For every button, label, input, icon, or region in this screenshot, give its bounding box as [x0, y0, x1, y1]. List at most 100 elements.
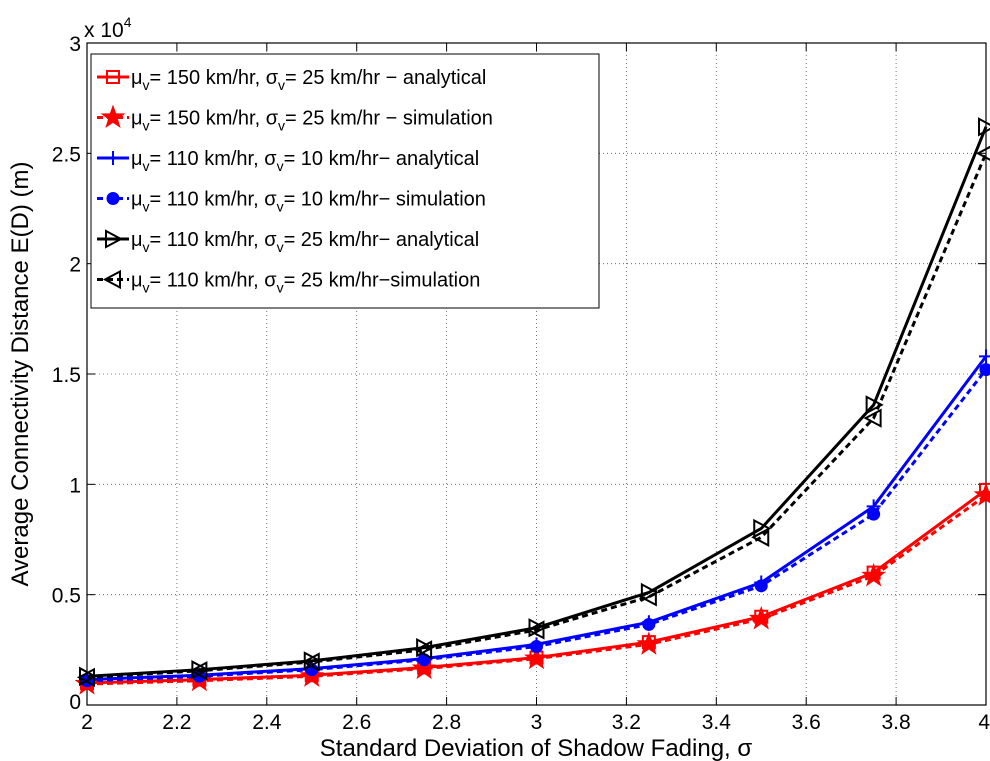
- x-tick-label: 2: [81, 711, 93, 734]
- series-6: [76, 145, 990, 688]
- legend-label: μv= 110 km/hr, σv= 10 km/hr− analytical: [131, 148, 479, 174]
- series-line: [86, 152, 988, 679]
- x-tick-label: 2.6: [342, 711, 371, 734]
- data-point: [638, 587, 657, 607]
- legend-label-part: μ: [131, 189, 143, 211]
- legend-entry: μv= 150 km/hr, σv= 25 km/hr − analytical: [97, 67, 486, 93]
- legend-label-part: v: [143, 118, 150, 134]
- data-point: [526, 620, 545, 640]
- legend-label: μv= 110 km/hr, σv= 10 km/hr− simulation: [131, 189, 486, 215]
- x-tick-label: 3: [531, 711, 543, 734]
- legend-label-part: = 25 km/hr−simulation: [284, 270, 481, 292]
- data-point: [978, 117, 990, 137]
- y-tick-label: 0: [69, 691, 81, 714]
- x-axis-title: Standard Deviation of Shadow Fading, σ: [320, 735, 753, 761]
- data-point: [979, 349, 990, 364]
- data-point: [754, 579, 768, 593]
- y-tick-label: 2: [69, 254, 81, 277]
- x-tick-label: 3.6: [792, 711, 821, 734]
- data-point: [748, 605, 774, 630]
- data-point: [76, 667, 95, 688]
- legend-label-part: v: [143, 239, 150, 255]
- legend-label-part: v: [143, 280, 150, 296]
- y-tick-label: 2.5: [52, 143, 81, 166]
- legend-label-part: μ: [131, 270, 143, 292]
- data-point: [411, 655, 437, 680]
- legend-label: μv= 110 km/hr, σv= 25 km/hr− analytical: [131, 229, 479, 255]
- data-point: [973, 482, 990, 506]
- series-group: [74, 117, 990, 695]
- data-point: [416, 637, 435, 658]
- legend-label: μv= 110 km/hr, σv= 25 km/hr−simulation: [131, 270, 480, 296]
- legend-marker: [106, 151, 120, 165]
- y-tick-label: 1: [69, 474, 81, 497]
- legend-label-part: v: [277, 280, 284, 296]
- y-tick-label: 3: [69, 33, 81, 56]
- legend-label-part: = 10 km/hr− analytical: [284, 148, 480, 170]
- legend-marker: [102, 269, 121, 290]
- data-point: [865, 395, 884, 415]
- x-tick-label: 2.8: [432, 711, 461, 734]
- x-tick-label: 3.4: [702, 711, 732, 734]
- data-point: [189, 661, 208, 681]
- legend-entry: μv= 150 km/hr, σv= 25 km/hr − simulation: [97, 104, 493, 134]
- data-point: [414, 640, 433, 660]
- data-point: [975, 145, 990, 161]
- legend-label-part: μ: [131, 229, 143, 251]
- data-point: [867, 507, 881, 521]
- legend-label-part: μ: [131, 67, 143, 89]
- legend-label-part: = 110 km/hr, σ: [150, 148, 278, 170]
- axis-ticks: 2 2.2 2.4 2.6 2.8 3 3.2 3.4 3.6 3.8 4 0 0.5 1 1.5 2 2.5 3: [52, 33, 990, 734]
- y-axis-title: Average Connectivity Distance E(D) (m): [7, 161, 34, 586]
- legend-label-part: = 110 km/hr, σ: [150, 189, 278, 211]
- data-point: [524, 645, 549, 670]
- legend-label-part: v: [277, 199, 284, 215]
- legend-label-part: = 110 km/hr, σ: [150, 270, 278, 292]
- legend-label-part: μ: [131, 148, 143, 170]
- legend-label-part: v: [277, 239, 284, 255]
- data-point: [979, 363, 990, 377]
- data-point: [642, 617, 656, 631]
- legend-label-part: = 150 km/hr, σ: [150, 108, 279, 130]
- legend-label-part: v: [278, 77, 285, 93]
- legend-marker: [106, 192, 120, 205]
- data-point: [636, 631, 662, 655]
- data-point: [301, 652, 320, 672]
- legend-label-part: v: [143, 158, 150, 174]
- legend-label-part: = 10 km/hr− simulation: [284, 189, 486, 211]
- x-tick-label: 3.8: [881, 711, 910, 734]
- series-3: [80, 349, 990, 687]
- data-point: [751, 527, 770, 547]
- legend-label-part: = 110 km/hr, σ: [150, 229, 278, 251]
- legend-label-part: μ: [131, 108, 143, 130]
- legend-label-part: v: [143, 77, 150, 93]
- data-point: [863, 408, 882, 428]
- data-point: [530, 640, 543, 654]
- y-tick-label: 0.5: [52, 585, 81, 608]
- legend-marker: [106, 70, 120, 84]
- series-2: [74, 482, 990, 695]
- x-tick-label: 3.2: [612, 711, 641, 734]
- legend: μv= 150 km/hr, σv= 25 km/hr − analytical…: [90, 53, 600, 309]
- legend-label-part: = 150 km/hr, σ: [150, 67, 279, 89]
- legend-label-part: = 25 km/hr − analytical: [285, 67, 486, 89]
- legend-entry: μv= 110 km/hr, σv= 25 km/hr− analytical: [97, 229, 479, 255]
- x-tick-label: 4: [978, 711, 990, 734]
- x-tick-label: 2.2: [162, 711, 191, 734]
- legend-entry: μv= 110 km/hr, σv= 10 km/hr− analytical: [97, 148, 479, 174]
- legend-label: μv= 150 km/hr, σv= 25 km/hr − analytical: [131, 67, 486, 93]
- legend-label-part: v: [143, 199, 150, 215]
- y-multiplier-label: x 104: [84, 14, 132, 42]
- legend-marker: [105, 229, 124, 249]
- legend-label-part: = 25 km/hr − simulation: [285, 108, 493, 130]
- y-multiplier-exponent: 4: [124, 14, 132, 30]
- legend-label-part: = 25 km/hr− analytical: [284, 229, 480, 251]
- legend-entry: μv= 110 km/hr, σv= 10 km/hr− simulation: [97, 189, 486, 215]
- legend-entry: μv= 110 km/hr, σv= 25 km/hr−simulation: [97, 270, 480, 296]
- data-point: [528, 618, 547, 638]
- legend-label-part: v: [277, 158, 284, 174]
- legend-label-part: v: [278, 118, 285, 134]
- y-tick-label: 1.5: [52, 364, 81, 387]
- legend-label: μv= 150 km/hr, σv= 25 km/hr − simulation: [131, 108, 493, 134]
